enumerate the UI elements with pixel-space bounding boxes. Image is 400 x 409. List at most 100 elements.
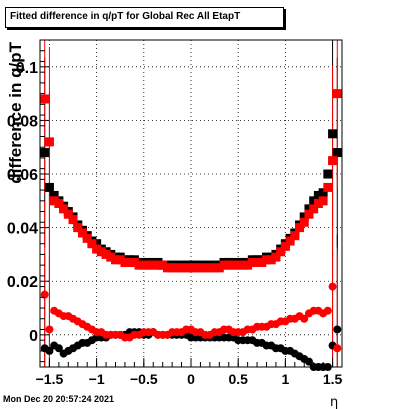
series-1-marker <box>172 263 182 273</box>
series-1-marker <box>304 209 314 219</box>
series-2-marker <box>45 346 54 355</box>
series-1-marker <box>323 182 333 192</box>
series-1-marker <box>195 263 205 273</box>
y-tick-label: 0 <box>29 328 38 345</box>
series-1-marker <box>205 263 215 273</box>
series-1-marker <box>139 260 149 270</box>
series-1-marker <box>280 241 290 251</box>
series-3-marker <box>40 290 49 299</box>
series-1-marker <box>233 260 243 270</box>
series-1-marker <box>309 204 319 214</box>
series-1-marker <box>252 257 262 267</box>
series-1-marker <box>111 255 120 265</box>
series-1-marker <box>148 260 158 270</box>
series-1-marker <box>210 263 220 273</box>
series-1-marker <box>153 260 163 270</box>
series-0-marker <box>318 188 328 198</box>
x-tick-label: −0.5 <box>130 371 158 387</box>
series-1-marker <box>219 260 229 270</box>
series-3-marker <box>45 325 54 334</box>
x-axis-label: η <box>330 395 338 409</box>
series-1-marker <box>106 252 116 262</box>
series-1-marker <box>144 260 154 270</box>
x-tick-label: 0 <box>187 371 195 387</box>
series-1-marker <box>129 257 139 267</box>
x-tick-label: −1.5 <box>36 371 64 387</box>
y-tick-labels: 0 0.02 0.04 0.06 0.08 0.1 <box>7 60 38 345</box>
series-1-marker <box>177 263 187 273</box>
title-box: Fitted difference in q/pT for Global Rec… <box>5 7 284 28</box>
series-1-marker <box>257 257 267 267</box>
series-1-marker <box>238 260 248 270</box>
series-1-marker <box>158 260 168 270</box>
series-1-marker <box>59 204 69 214</box>
series-1-marker <box>200 263 210 273</box>
series-1-marker <box>262 255 271 265</box>
series-3-marker <box>323 306 332 315</box>
series-1-marker <box>120 257 130 267</box>
series-0-marker <box>304 204 314 214</box>
series-1-marker <box>49 196 59 206</box>
series-1-marker <box>186 263 196 273</box>
series-0-marker <box>40 148 50 158</box>
series-1-marker <box>77 228 87 238</box>
y-tick-label: 0.1 <box>16 60 38 77</box>
series-1-marker <box>162 263 172 273</box>
series-0-marker <box>323 169 333 179</box>
series-1-marker <box>101 249 111 259</box>
y-tick-label: 0.04 <box>7 221 38 238</box>
series-1-marker <box>63 209 73 219</box>
series-1-marker <box>134 260 144 270</box>
x-tick-labels: −1.5 −1 −0.5 0 0.5 1 1.5 <box>36 371 343 387</box>
series-1-marker <box>328 156 338 166</box>
series-1-marker <box>73 223 83 233</box>
series-1-marker <box>266 255 276 265</box>
y-tick-label: 0.02 <box>7 274 38 291</box>
series-1-marker <box>243 260 253 270</box>
series-1-marker <box>40 94 50 104</box>
series-1-marker <box>167 263 177 273</box>
series-1-marker <box>332 89 342 99</box>
data-markers <box>40 89 342 371</box>
series-1-marker <box>181 263 191 273</box>
y-tick-label: 0.08 <box>7 113 38 130</box>
series-1-marker <box>44 137 54 147</box>
x-tick-label: −1 <box>89 371 105 387</box>
series-1-marker <box>115 255 125 265</box>
y-tick-label: 0.06 <box>7 167 38 184</box>
series-0-marker <box>44 182 54 192</box>
series-1-marker <box>125 257 135 267</box>
series-1-marker <box>68 215 78 225</box>
series-0-marker <box>313 190 323 200</box>
series-1-marker <box>318 196 328 206</box>
chart-title: Fitted difference in q/pT for Global Rec… <box>10 11 241 22</box>
x-tick-label: 1.5 <box>323 371 343 387</box>
series-0-marker <box>92 239 102 249</box>
series-1-marker <box>290 231 300 241</box>
series-1-marker <box>54 199 64 208</box>
series-3-marker <box>300 314 309 323</box>
series-1-marker <box>96 247 106 257</box>
series-1-marker <box>285 236 295 246</box>
series-0-marker <box>332 148 342 158</box>
series-1-marker <box>295 223 305 233</box>
x-tick-label: 0.5 <box>228 371 248 387</box>
series-1-marker <box>276 247 286 257</box>
y-axis-label: difference in q/pT <box>6 41 25 183</box>
series-0-marker <box>299 212 309 222</box>
series-3-marker <box>333 344 342 353</box>
series-2-marker <box>54 344 63 353</box>
series-1-marker <box>191 263 201 273</box>
series-2-marker <box>333 325 342 334</box>
series-1-marker <box>92 244 102 254</box>
series-1-marker <box>224 260 234 270</box>
series-1-marker <box>87 239 97 249</box>
series-0-marker <box>328 129 338 139</box>
axis-ticks <box>39 50 343 367</box>
x-tick-label: 1 <box>281 371 289 387</box>
series-0-marker <box>49 190 59 200</box>
series-1-marker <box>313 199 323 208</box>
series-1-marker <box>214 263 224 273</box>
series-1-marker <box>247 257 257 267</box>
